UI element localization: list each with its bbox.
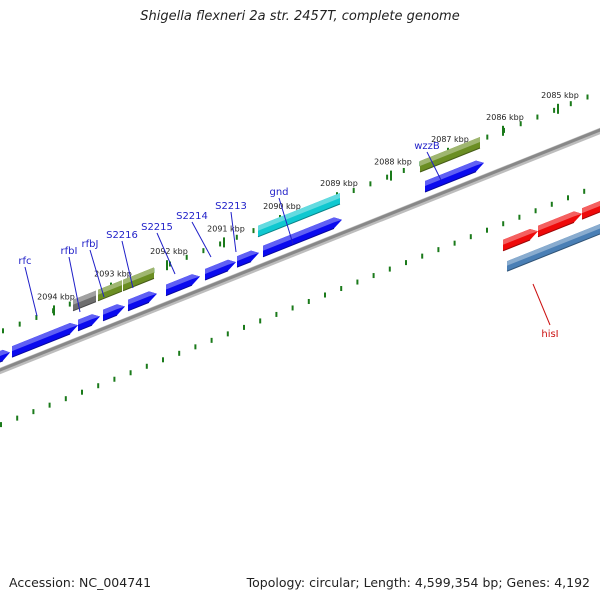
gene-box-steelblue-highlight <box>507 240 560 266</box>
gene-arrow-red <box>538 211 582 237</box>
gene-arrow-blue-edge <box>236 261 252 268</box>
gene-label: gnd <box>269 187 288 198</box>
gene-arrow-blue <box>263 217 342 257</box>
gene-box-steelblue-highlight <box>560 223 600 245</box>
map-title: Shigella flexneri 2a str. 2457T, complet… <box>140 9 460 24</box>
ruler-label: 2094 kbp <box>37 292 75 301</box>
gene-arrow-red-highlight <box>503 229 538 245</box>
topology-text: Topology: circular; Length: 4,599,354 bp… <box>246 575 590 590</box>
gene-arrow-red-edge <box>581 211 600 220</box>
gene-label: S2214 <box>176 211 208 222</box>
gene-label-leader <box>121 240 134 289</box>
gene-label: rfbI <box>61 246 78 257</box>
gene-label: S2215 <box>141 222 173 233</box>
gene-arrow-blue <box>12 323 78 358</box>
gene-box-gray-edge <box>72 301 97 312</box>
gene-label-leader <box>278 197 294 245</box>
gene-label: wzzB <box>414 141 440 152</box>
genome-backbone-core <box>0 128 600 372</box>
gene-arrow-blue <box>128 291 157 311</box>
gene-arrow-blue-highlight <box>0 349 10 356</box>
gene-arrow-blue-highlight <box>237 250 259 262</box>
ruler-label: 2087 kbp <box>431 135 469 144</box>
gene-label-leader <box>191 221 212 258</box>
gene-box-steelblue-edge <box>559 233 600 251</box>
gene-label: rfbJ <box>82 239 99 250</box>
ruler-label: 2086 kbp <box>486 113 524 122</box>
gene-label: S2213 <box>215 201 247 212</box>
gene-arrow-blue <box>166 274 200 296</box>
gene-arrow-red-edge <box>502 239 531 252</box>
gene-arrow-blue-edge <box>204 270 229 281</box>
gene-arrow-blue-edge <box>11 333 71 358</box>
gene-arrow-red-edge <box>537 221 575 238</box>
gene-arrow-blue-highlight <box>78 314 100 325</box>
gene-box-olive-edge <box>122 277 155 292</box>
gene-arrow-blue-edge <box>262 227 335 258</box>
gene-arrow-blue-edge <box>127 301 150 312</box>
gene-arrow-blue-edge <box>165 284 193 297</box>
gene-arrow-blue-highlight <box>263 217 342 251</box>
gene-box-olive-highlight <box>98 280 122 295</box>
gene-arrow-red <box>503 229 538 251</box>
gene-label-leader <box>89 249 105 298</box>
gene-arrow-blue-edge <box>0 360 3 363</box>
ruler-label: 2089 kbp <box>320 179 358 188</box>
gene-arrow-blue-edge <box>424 171 477 193</box>
gene-box-olive-edge <box>97 290 123 302</box>
gene-label-leader <box>230 211 237 253</box>
ruler-label: 2091 kbp <box>207 224 245 233</box>
gene-arrow-blue-highlight <box>12 323 78 352</box>
gene-arrow-red-highlight <box>582 200 600 214</box>
gene-arrow-blue-edge <box>102 314 118 322</box>
gene-box-olive-edge <box>419 147 481 173</box>
gene-box-steelblue-edge <box>506 249 561 272</box>
gene-box-gray-highlight <box>73 290 96 305</box>
ruler-label: 2088 kbp <box>374 158 412 167</box>
gene-box-olive-highlight <box>420 137 480 166</box>
gene-label: S2216 <box>106 230 138 241</box>
gene-arrow-blue-edge <box>77 324 93 332</box>
accession-text: Accession: NC_004741 <box>9 575 152 590</box>
gene-arrow-blue-highlight <box>425 160 484 186</box>
gene-box-cyan-edge <box>257 203 341 238</box>
gene-label-leader <box>532 283 551 326</box>
gene-box-cyan-highlight <box>258 193 340 231</box>
gene-label-leader <box>426 151 442 181</box>
gene-arrow-red-highlight <box>538 211 582 231</box>
ruler-label: 2093 kbp <box>94 270 132 279</box>
ruler-label: 2085 kbp <box>541 91 579 100</box>
gene-label-leader <box>156 232 176 275</box>
gene-arrow-blue-highlight <box>205 259 236 274</box>
gene-label-leader <box>68 256 81 313</box>
gene-label: hisI <box>541 329 558 340</box>
gene-arrow-blue-highlight <box>103 304 125 315</box>
gene-arrow-blue-highlight <box>166 274 200 290</box>
ruler-label: 2092 kbp <box>150 247 188 256</box>
gene-arrow-blue <box>425 160 484 192</box>
gene-label-leader <box>24 266 38 317</box>
gene-label: rfc <box>18 256 31 267</box>
gene-arrow-blue-highlight <box>128 291 157 305</box>
gene-arrow-blue <box>205 259 236 280</box>
